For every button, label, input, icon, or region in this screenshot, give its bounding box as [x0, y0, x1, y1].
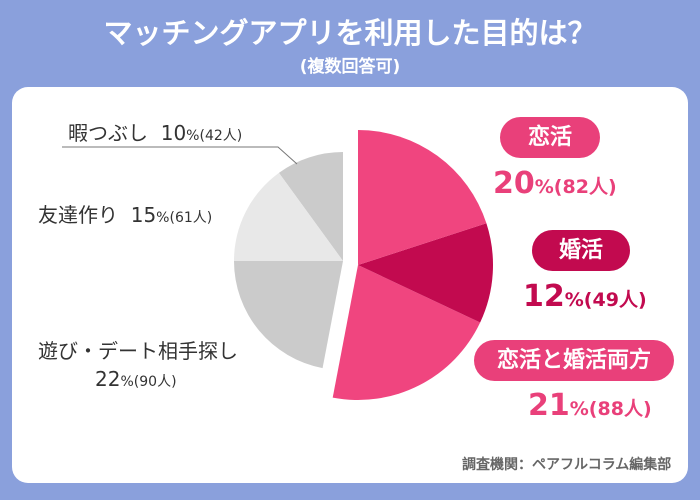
label-asobi: 遊び・デート相手探し: [38, 335, 238, 364]
value-both: 21%(88人): [528, 388, 652, 423]
unit: %: [534, 176, 554, 198]
label-himatsubushi: 暇つぶし 10%(42人): [68, 121, 243, 145]
slice-value: 22: [95, 367, 121, 391]
pie-slice-0: [358, 130, 487, 265]
value-konkatsu: 12%(49人): [523, 279, 647, 314]
unit: %: [186, 128, 200, 144]
slice-value: 10: [160, 121, 187, 145]
pill-both: 恋活と婚活両方: [474, 340, 674, 381]
pie-slice-1: [358, 223, 493, 323]
count-unit: 人: [623, 398, 643, 420]
count-unit: 人: [588, 176, 608, 198]
pill-konkatsu: 婚活: [532, 230, 630, 271]
chart-title: マッチングアプリを利用した目的は？: [103, 16, 597, 50]
pie-slice-2: [332, 265, 481, 400]
slice-label: 友達作り: [38, 203, 118, 227]
pie-slice-4: [234, 172, 343, 261]
leader-line: [62, 146, 298, 165]
slice-count: 49: [592, 289, 619, 311]
slice-count: 42: [204, 128, 223, 144]
unit: %: [569, 398, 589, 420]
slice-value: 12: [523, 279, 565, 314]
slice-value: 21: [528, 388, 570, 423]
slice-count: 82: [562, 176, 589, 198]
slice-count: 90: [139, 374, 158, 390]
value-renkatsu: 20%(82人): [493, 166, 617, 201]
pie-slice-5: [278, 152, 343, 261]
pill-renkatsu: 恋活: [500, 117, 600, 158]
label-tomodachi: 友達作り 15%(61人): [38, 203, 213, 227]
unit: %: [120, 374, 134, 390]
value-asobi: 22%(90人): [95, 367, 177, 391]
slice-count: 88: [597, 398, 624, 420]
slice-count: 61: [174, 210, 193, 226]
chart-subtitle: (複数回答可): [299, 57, 401, 77]
count-unit: 人: [618, 289, 638, 311]
slice-label: 暇つぶし: [68, 121, 148, 145]
source-note: 調査機関：ペアフルコラム編集部: [462, 457, 672, 473]
count-unit: 人: [192, 210, 207, 226]
unit: %: [564, 289, 584, 311]
slice-value: 15: [130, 203, 157, 227]
slice-label: 遊び・デート相手探し: [38, 339, 238, 363]
pie-slice-3: [233, 261, 343, 369]
count-unit: 人: [157, 374, 172, 390]
unit: %: [156, 210, 170, 226]
slice-value: 20: [493, 166, 535, 201]
count-unit: 人: [222, 128, 237, 144]
